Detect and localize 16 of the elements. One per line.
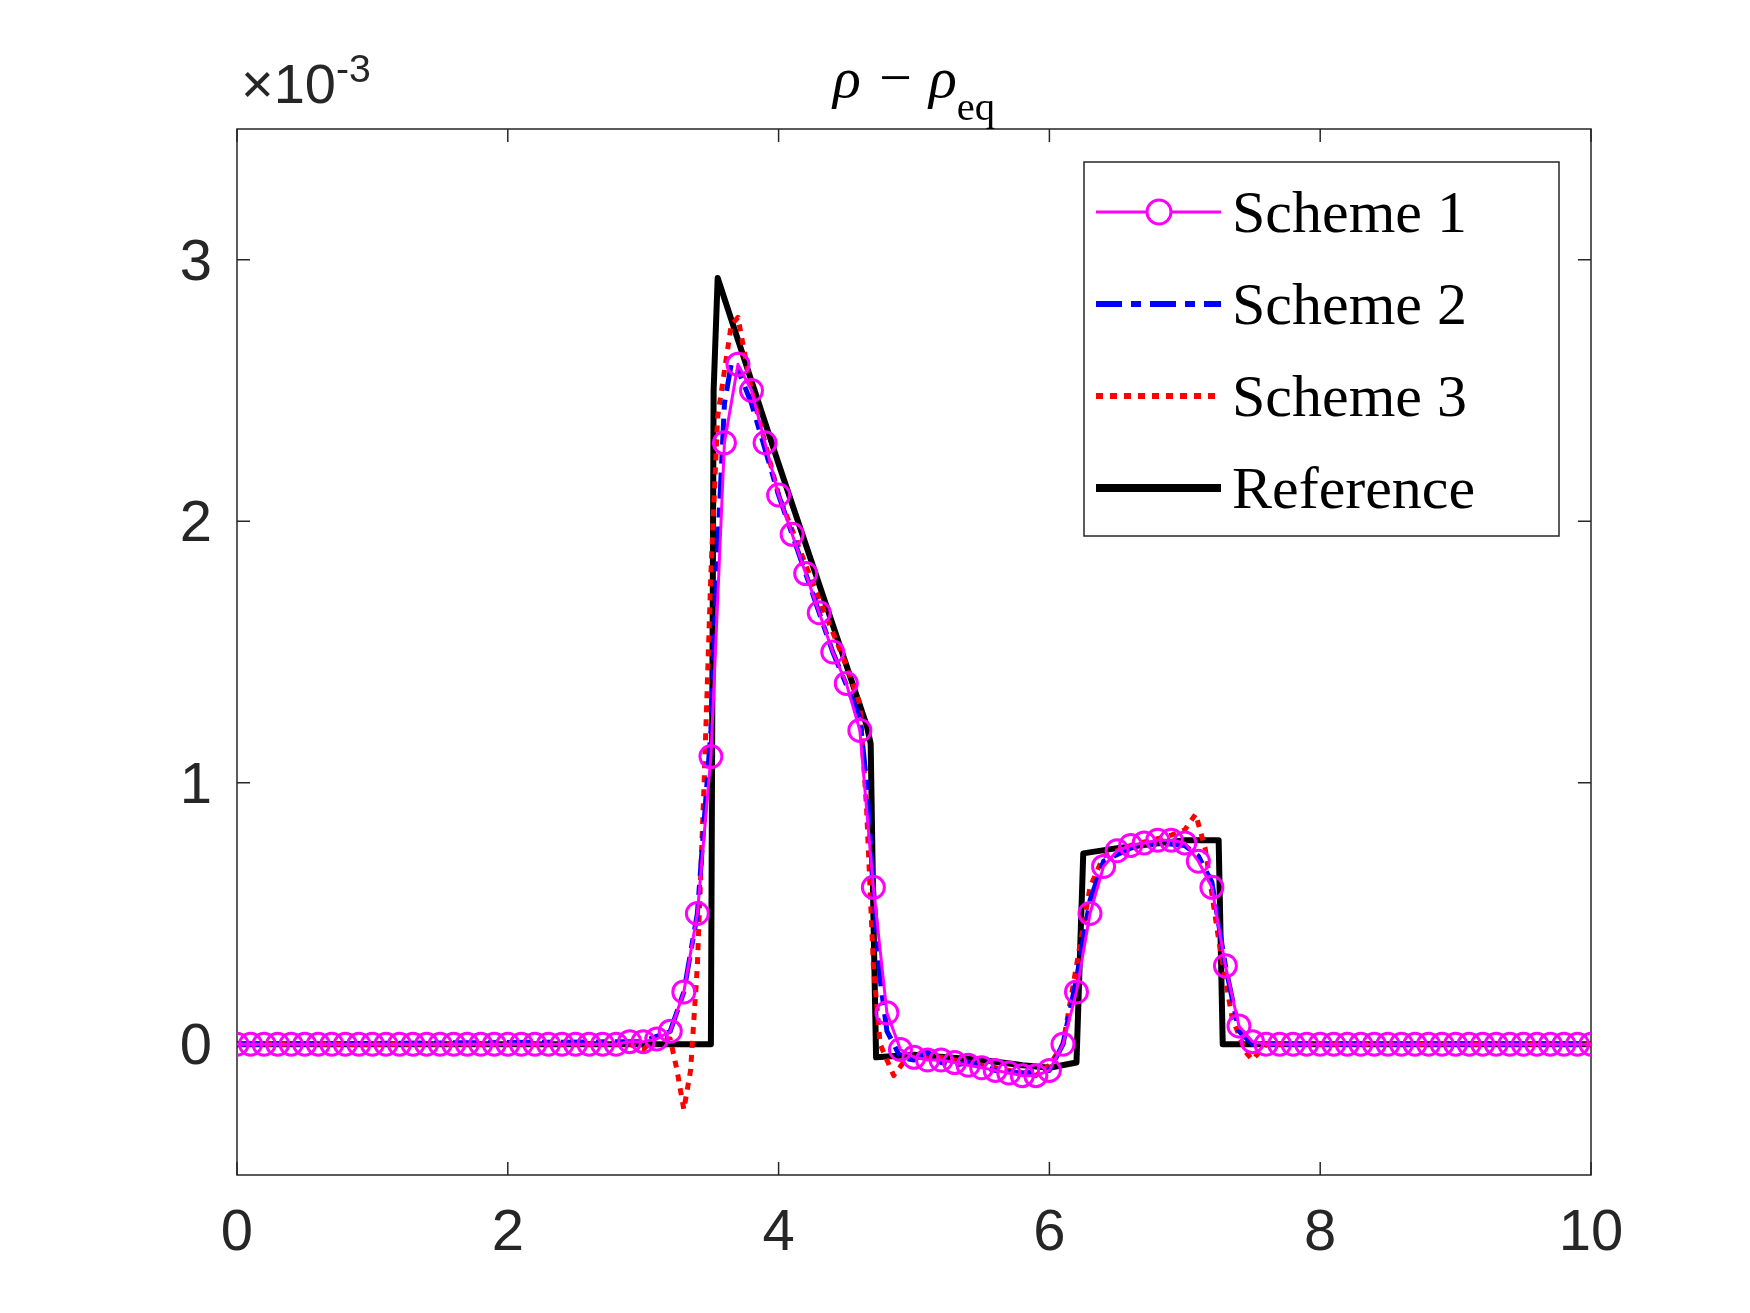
chart-title: ρ − ρ$_{eq}$ [830,45,996,129]
x-tick-label: 2 [491,1197,524,1262]
legend-label: Scheme 3 [1232,363,1467,429]
legend-label: Scheme 1 [1232,179,1467,245]
x-tick-label: 0 [220,1197,254,1262]
legend-label: Reference [1232,455,1476,521]
x-tick-label: 6 [1033,1197,1066,1262]
y-tick-label: 2 [179,488,212,554]
x-tick-label: 10 [1558,1197,1624,1262]
y-tick-label: 3 [179,226,212,292]
x-tick-label: 8 [1304,1197,1337,1262]
text: ×10$^{-3}$ [241,46,371,115]
y-tick-label: 0 [179,1011,212,1077]
y-tick-label: 1 [179,749,212,815]
x-tick-label: 4 [762,1197,795,1262]
legend-label: Scheme 2 [1232,271,1467,337]
